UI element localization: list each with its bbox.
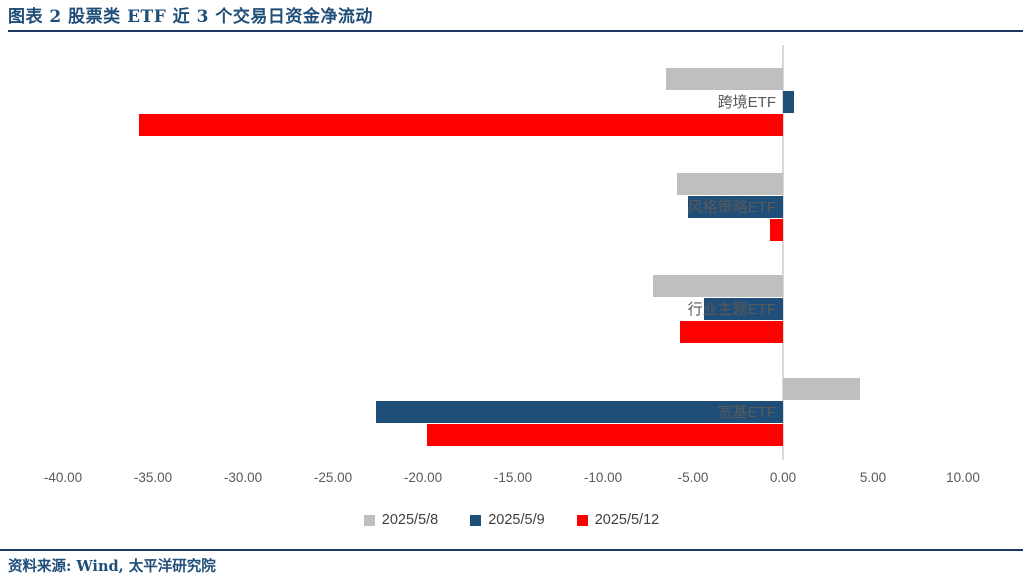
chart-bar [783,378,861,400]
legend-label: 2025/5/12 [594,512,660,528]
legend-item: 2025/5/8 [363,512,439,528]
chart-bar [770,219,783,241]
chart-bar [653,275,783,297]
zero-axis-line [782,45,784,460]
source-note: 资料来源: Wind, 太平洋研究院 [8,558,216,575]
chart-bar [666,68,783,90]
chart-bar [676,173,783,195]
chart-bar [138,114,783,136]
legend-swatch [363,514,375,526]
x-tick-label: 10.00 [946,470,980,485]
chart-bar [687,196,783,218]
category-label: 风格策略ETF [687,199,776,216]
x-tick-label: -15.00 [493,470,533,485]
x-tick-label: -25.00 [313,470,353,485]
x-tick-label: -10.00 [583,470,623,485]
category-label: 跨境ETF [717,94,776,111]
chart-bar [426,424,783,446]
x-tick-label: -20.00 [403,470,443,485]
legend-swatch [470,514,482,526]
x-tick-label: -5.00 [677,470,709,485]
chart-bar [680,321,783,343]
source-divider [0,549,1023,551]
x-tick-label: -40.00 [43,470,83,485]
chart-legend: 2025/5/8 2025/5/9 2025/5/12 [0,512,1023,528]
x-tick-label: 0.00 [769,470,797,485]
legend-swatch [576,514,588,526]
chart-bar [376,401,783,423]
legend-label: 2025/5/8 [381,512,439,528]
x-tick-label: -35.00 [133,470,173,485]
legend-item: 2025/5/12 [576,512,660,528]
chart-title: 图表 2 股票类 ETF 近 3 个交易日资金净流动 [8,7,373,27]
chart-bar [703,298,783,320]
legend-item: 2025/5/9 [470,512,545,528]
chart-bar [783,91,794,113]
x-tick-label: 5.00 [859,470,887,485]
title-divider [8,30,1023,32]
category-label: 行业主题ETF [687,301,776,318]
legend-label: 2025/5/9 [488,512,545,528]
x-tick-label: -30.00 [223,470,263,485]
category-label: 宽基ETF [717,404,776,421]
